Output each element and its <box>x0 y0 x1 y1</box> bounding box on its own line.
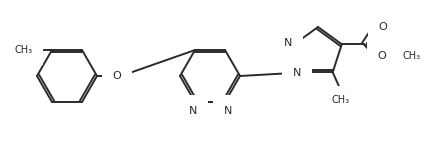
Text: O: O <box>378 51 387 61</box>
Text: N: N <box>189 106 197 116</box>
Text: O: O <box>113 71 121 81</box>
Text: N: N <box>224 106 232 116</box>
Text: CH₃: CH₃ <box>15 45 33 55</box>
Text: N: N <box>293 68 301 78</box>
Text: O: O <box>379 22 388 32</box>
Text: CH₃: CH₃ <box>332 95 350 105</box>
Text: N: N <box>284 38 292 48</box>
Text: CH₃: CH₃ <box>403 51 421 61</box>
